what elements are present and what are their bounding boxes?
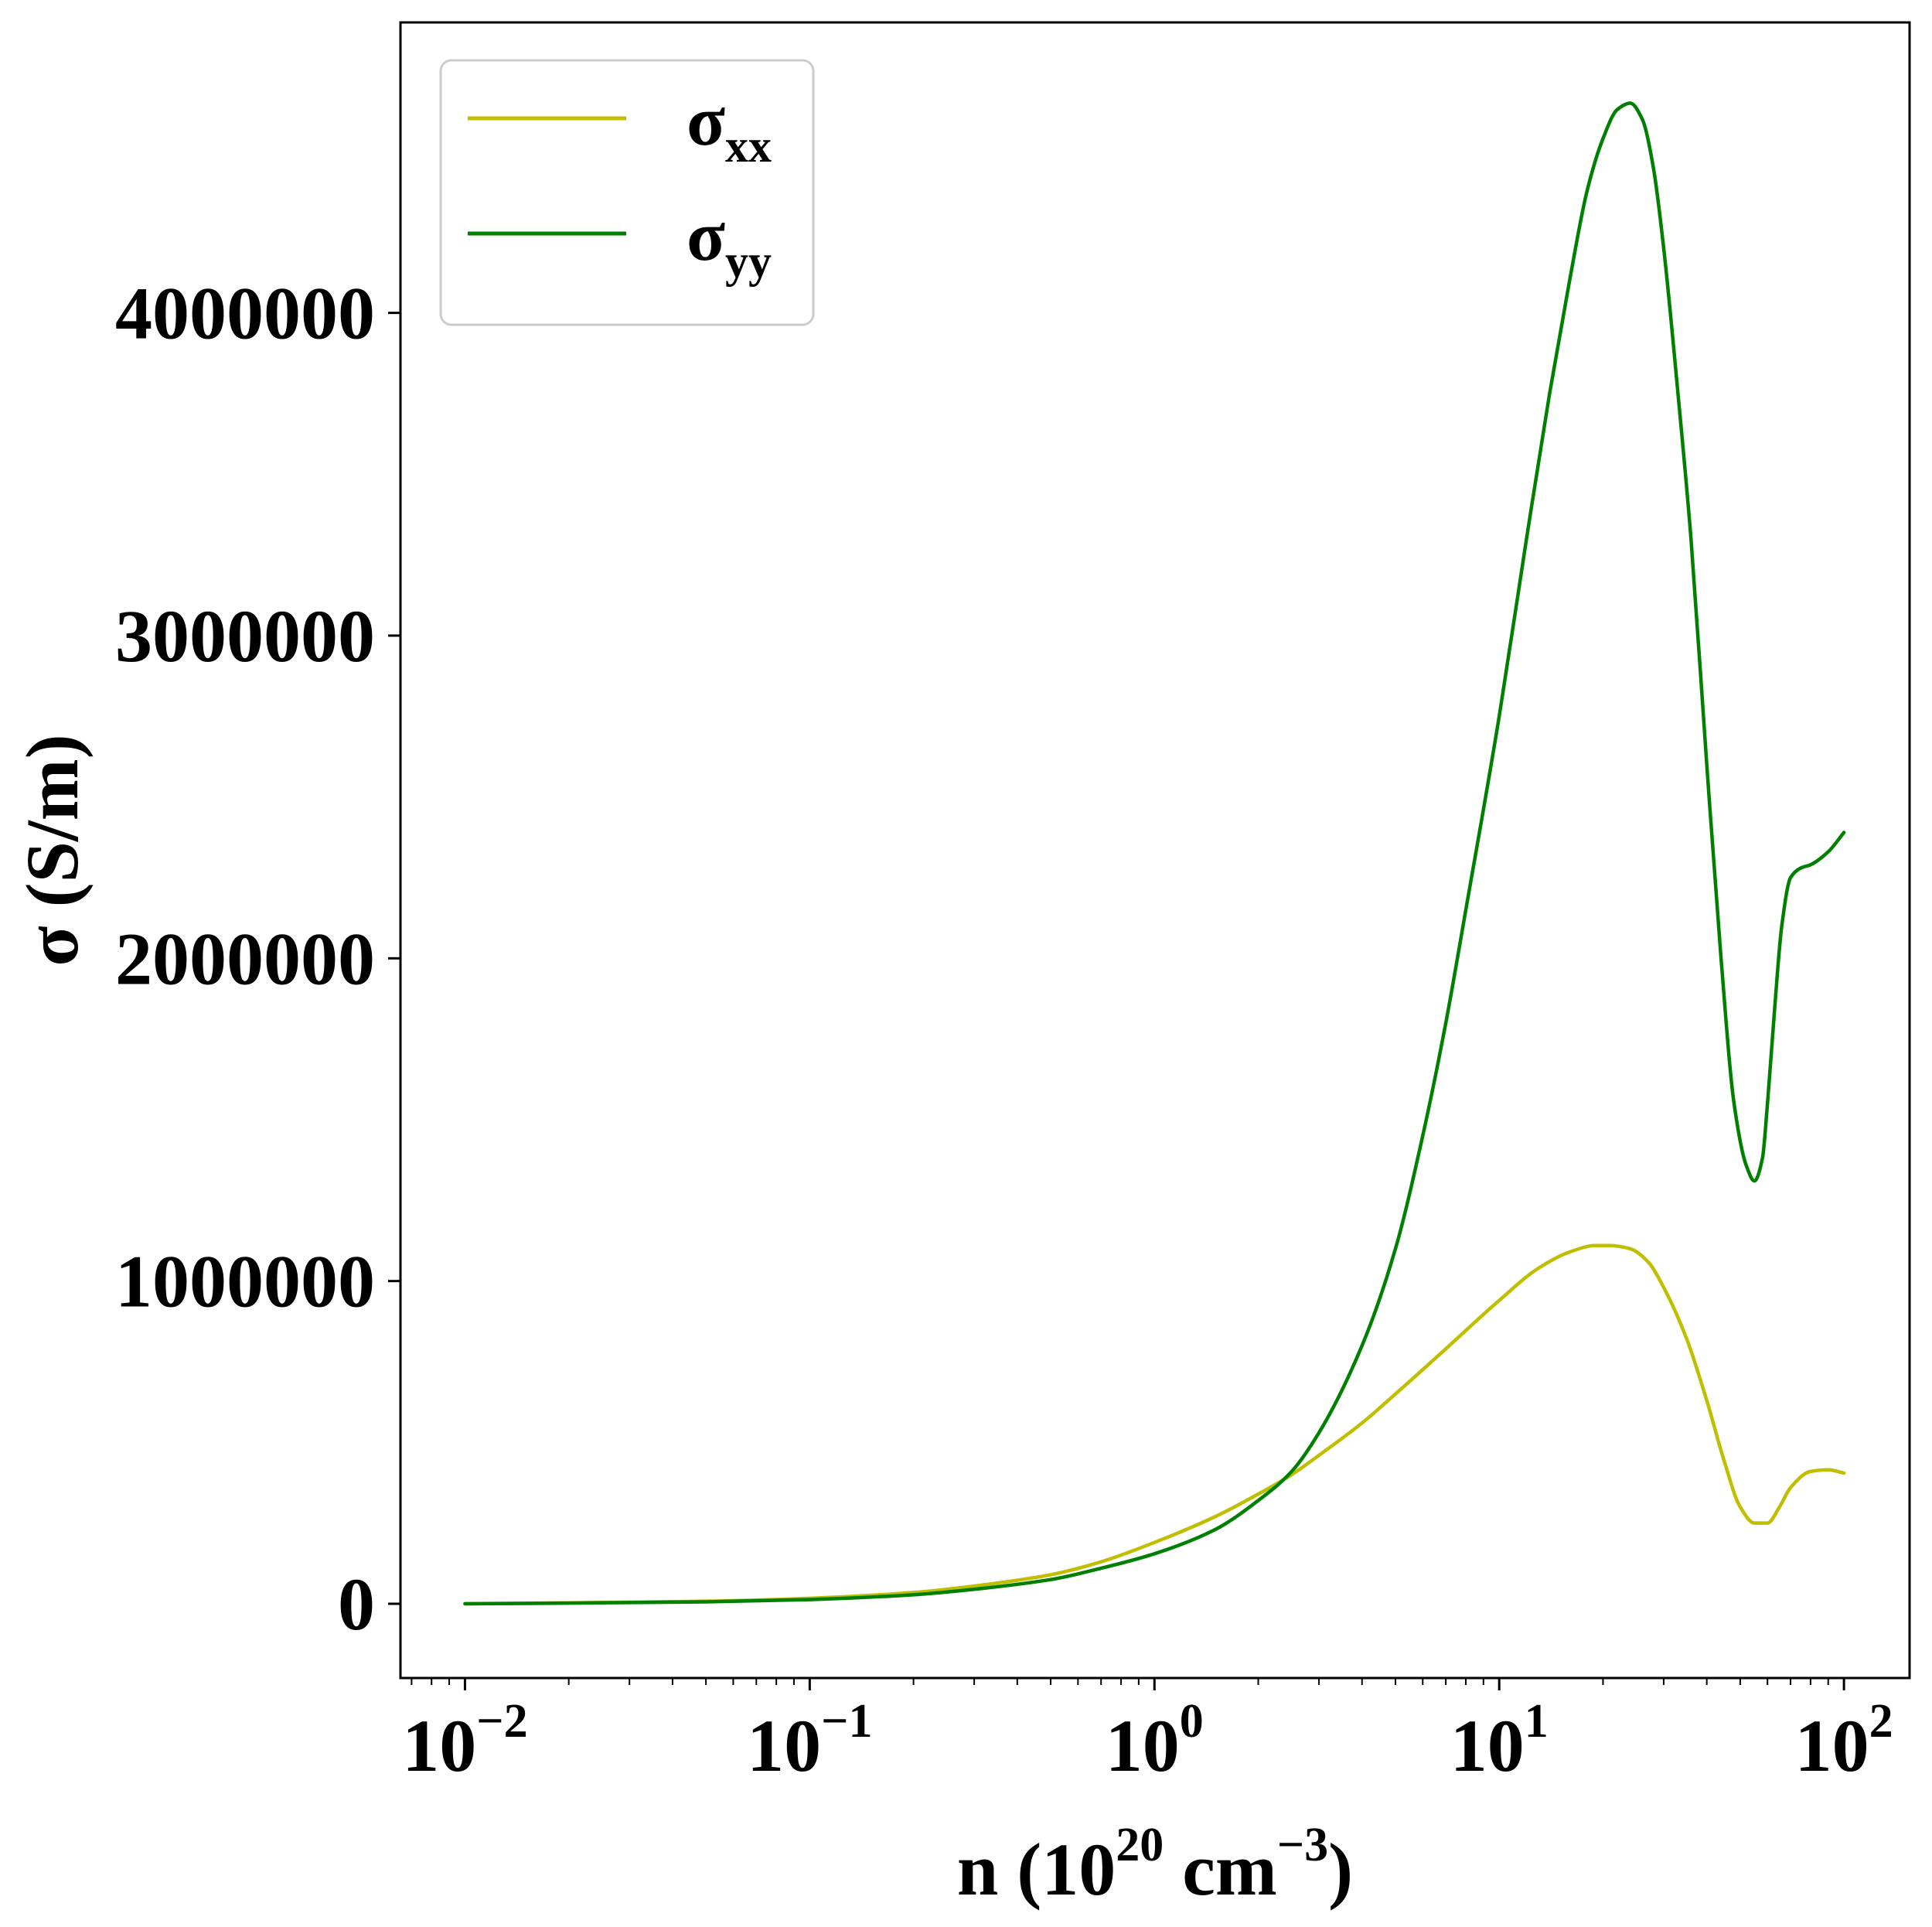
x-tick-label-exponent: 1 <box>1525 1695 1549 1748</box>
x-axis-title-mid: cm <box>1164 1828 1277 1911</box>
series-layer <box>463 101 1846 1606</box>
x-tick-label: 10−1 <box>747 1695 872 1787</box>
legend-box <box>439 59 815 326</box>
x-tick-label-exponent: −2 <box>476 1695 527 1748</box>
x-axis-title: n (1020 cm−3) <box>957 1819 1353 1911</box>
x-tick-label: 102 <box>1795 1695 1893 1787</box>
ticks-layer: 10−2 10−1 100 101 10201000000200000030000004… <box>115 272 1893 1787</box>
x-axis-title-end: ) <box>1328 1828 1353 1911</box>
legend-label-sigma-yy-sub: yy <box>725 236 772 287</box>
x-tick-label-exponent: −1 <box>821 1695 872 1748</box>
x-axis-title-exp2: −3 <box>1277 1819 1328 1871</box>
y-tick-label: 2000000 <box>115 917 375 1000</box>
x-axis-title-base: n (10 <box>957 1828 1116 1911</box>
y-axis-title: σ (S/m) <box>11 734 94 966</box>
series-line-sigma-xx <box>463 1243 1846 1606</box>
x-tick-label-exponent: 0 <box>1180 1695 1204 1748</box>
series-line-sigma-yy <box>463 101 1846 1606</box>
y-tick-label: 3000000 <box>115 595 375 677</box>
legend-label-sigma-xx-sub: xx <box>725 121 772 172</box>
legend: σxx σyy <box>439 59 815 326</box>
legend-label-sigma-xx: σxx <box>687 81 772 172</box>
x-tick-label-exponent: 2 <box>1869 1695 1893 1748</box>
y-tick-label: 1000000 <box>115 1240 375 1323</box>
y-tick-label: 0 <box>338 1563 375 1646</box>
x-tick-label-base: 10 <box>402 1704 476 1787</box>
x-tick-label: 10−2 <box>402 1695 527 1787</box>
x-tick-label-base: 10 <box>1106 1704 1180 1787</box>
x-tick-label: 100 <box>1106 1695 1204 1787</box>
plot-area-frame <box>399 21 1911 1680</box>
x-tick-label: 101 <box>1450 1695 1549 1787</box>
x-tick-label-base: 10 <box>747 1704 821 1787</box>
x-tick-label-base: 10 <box>1450 1704 1525 1787</box>
x-tick-label-base: 10 <box>1795 1704 1869 1787</box>
y-tick-label: 4000000 <box>115 272 375 355</box>
legend-label-sigma-yy-base: σ <box>687 196 725 275</box>
legend-label-sigma-yy: σyy <box>687 196 772 287</box>
x-axis-title-exp1: 20 <box>1116 1819 1164 1871</box>
legend-label-sigma-xx-base: σ <box>687 81 725 160</box>
